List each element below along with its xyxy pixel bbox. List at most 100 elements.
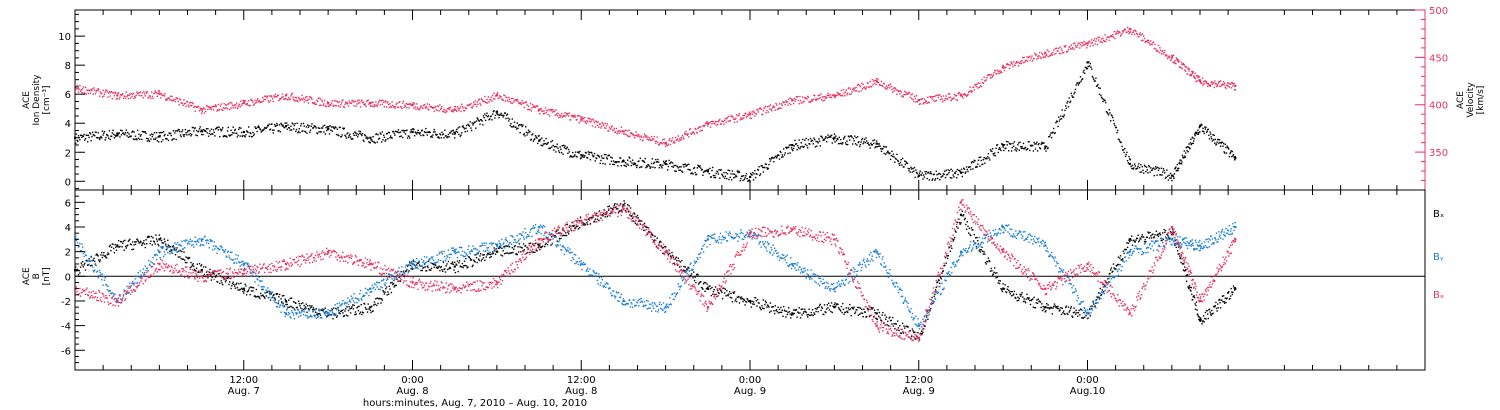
ion-density-sample xyxy=(631,162,633,164)
ion-density-sample xyxy=(374,142,376,144)
velocity-point xyxy=(749,113,752,116)
bx-field-sample xyxy=(1077,312,1080,314)
velocity-sample xyxy=(937,96,940,99)
bx-field-sample xyxy=(98,261,101,263)
velocity-sample xyxy=(295,100,297,102)
velocity-sample xyxy=(480,97,483,100)
velocity-sample xyxy=(880,80,883,83)
bx-field-sample xyxy=(785,316,787,318)
velocity-sample xyxy=(311,98,313,100)
ion-density-sample xyxy=(1202,127,1204,130)
bx-field-sample xyxy=(737,296,739,298)
ion-density-sample xyxy=(957,173,959,176)
velocity-sample xyxy=(1189,74,1191,77)
bx-field-sample xyxy=(651,234,653,236)
bx-field-sample xyxy=(879,317,881,319)
ion-density-sample xyxy=(1114,124,1116,127)
velocity-sample xyxy=(237,106,239,108)
ion-density-sample xyxy=(464,131,466,133)
velocity-sample xyxy=(476,101,478,103)
bx-field-sample xyxy=(742,300,744,303)
ion-density-sample xyxy=(485,114,487,117)
velocity-sample xyxy=(418,108,420,110)
velocity-sample xyxy=(104,91,106,93)
ion-density-sample xyxy=(1161,174,1163,176)
ion-density-sample xyxy=(1224,143,1226,145)
velocity-sample xyxy=(1133,29,1135,32)
ion-density-sample xyxy=(1124,148,1126,150)
ion-density-sample xyxy=(1056,120,1058,123)
ion-density-sample xyxy=(1013,145,1015,147)
bx-field-sample xyxy=(297,300,300,302)
ion-density-sample xyxy=(392,130,395,133)
ion-density-sample xyxy=(863,138,866,141)
ion-density-sample xyxy=(1020,146,1022,148)
bx-field-sample xyxy=(272,294,274,297)
bx-field-sample xyxy=(693,271,695,273)
ion-density-sample xyxy=(872,139,874,142)
ion-density-sample xyxy=(788,146,790,148)
velocity-sample xyxy=(491,100,493,102)
velocity-sample xyxy=(873,82,876,85)
velocity-sample xyxy=(762,113,764,116)
velocity-sample xyxy=(422,107,424,109)
ion-density-sample xyxy=(470,127,472,129)
ion-density-sample xyxy=(455,130,457,132)
ion-density-sample xyxy=(724,175,727,177)
bx-field-sample xyxy=(646,233,648,235)
bx-field-sample xyxy=(872,307,874,309)
ion-density-sample xyxy=(710,176,712,178)
bx-field-sample xyxy=(104,255,106,257)
bx-field-sample xyxy=(287,306,289,308)
velocity-sample xyxy=(243,101,246,103)
ion-density-sample xyxy=(836,137,838,140)
bx-field-sample xyxy=(1056,307,1058,309)
ion-density-sample xyxy=(309,131,311,133)
bx-field-sample xyxy=(1070,306,1072,308)
ion-density-sample xyxy=(150,133,153,135)
bx-field-sample xyxy=(403,275,405,277)
ion-density-sample xyxy=(90,140,92,142)
ion-density-sample xyxy=(1192,137,1194,139)
ion-density-sample xyxy=(681,171,684,173)
velocity-sample xyxy=(496,93,498,95)
bx-field-sample xyxy=(165,248,168,251)
bx-field-sample xyxy=(227,276,229,278)
velocity-sample xyxy=(904,90,906,93)
ion-density-sample xyxy=(444,129,446,131)
bx-field-sample xyxy=(1073,307,1075,309)
ion-density-sample xyxy=(930,171,932,173)
bx-field-sample xyxy=(648,231,650,233)
ion-density-sample xyxy=(1027,148,1029,150)
velocity-sample xyxy=(633,135,635,137)
bx-field-sample xyxy=(406,265,409,267)
velocity-sample xyxy=(142,97,144,99)
bx-field-sample xyxy=(1041,303,1043,305)
ion-density-sample xyxy=(856,144,858,146)
velocity-sample xyxy=(849,88,852,90)
ion-density-sample xyxy=(409,137,411,139)
bx-field-sample xyxy=(451,263,453,265)
bx-field-sample xyxy=(288,306,291,308)
bx-field-sample xyxy=(200,264,203,266)
ion-density-sample xyxy=(342,128,345,130)
velocity-sample xyxy=(560,115,562,117)
ion-density-sample xyxy=(492,113,494,115)
ion-density-sample xyxy=(181,131,183,133)
bx-field-sample xyxy=(526,246,528,249)
ion-density-sample xyxy=(371,140,374,142)
bx-field-sample xyxy=(96,253,98,255)
bx-field-sample xyxy=(806,314,808,316)
velocity-sample xyxy=(844,91,847,93)
ion-density-sample xyxy=(1145,166,1148,168)
ion-density-sample xyxy=(222,135,225,138)
bx-field-sample xyxy=(896,329,898,331)
ion-density-sample xyxy=(907,167,909,170)
velocity-sample xyxy=(118,98,120,100)
ion-density-sample xyxy=(895,158,897,160)
bx-field-sample xyxy=(1012,294,1014,296)
velocity-sample xyxy=(1234,89,1236,91)
bx-field-sample xyxy=(470,258,473,261)
velocity-sample xyxy=(462,107,464,109)
ion-density-sample xyxy=(353,134,355,136)
